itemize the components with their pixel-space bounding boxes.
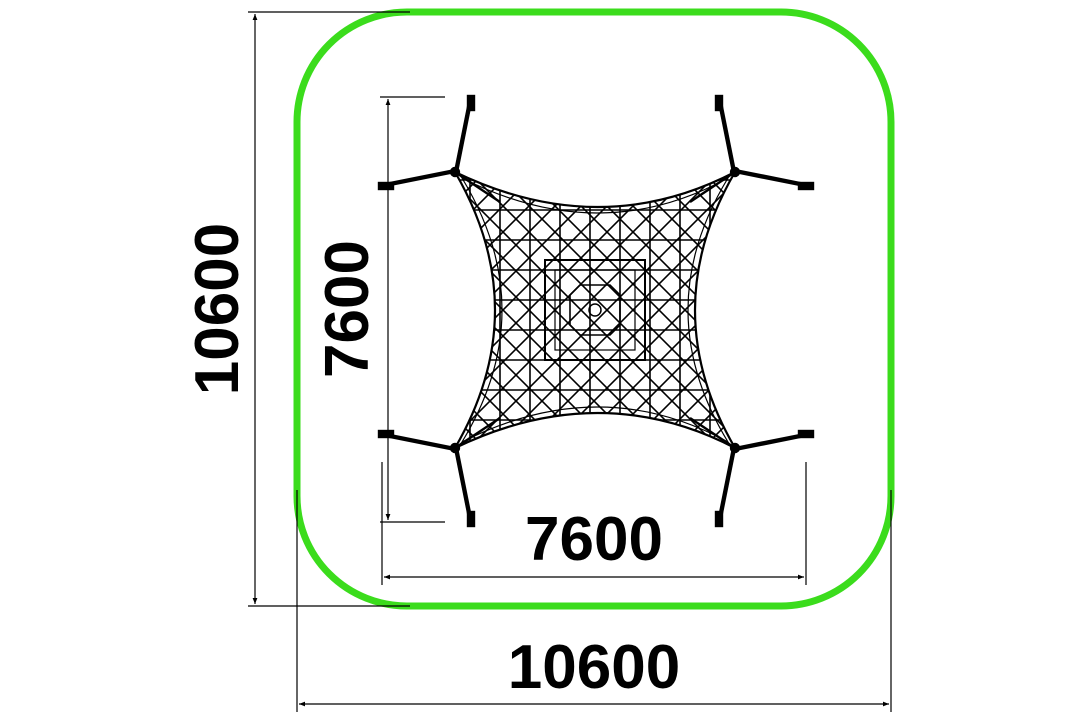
safety-zone-outline xyxy=(293,8,895,610)
outer-width-dimension xyxy=(296,490,892,712)
inner-width-label: 7600 xyxy=(525,505,663,574)
inner-width-dimension xyxy=(381,462,807,585)
outer-height-label: 10600 xyxy=(183,223,252,395)
inner-height-label: 7600 xyxy=(313,240,382,378)
inner-height-dimension xyxy=(380,96,445,523)
outer-width-label: 10600 xyxy=(508,633,680,702)
outer-height-dimension xyxy=(248,11,410,607)
ground-anchor-icon xyxy=(377,94,815,528)
